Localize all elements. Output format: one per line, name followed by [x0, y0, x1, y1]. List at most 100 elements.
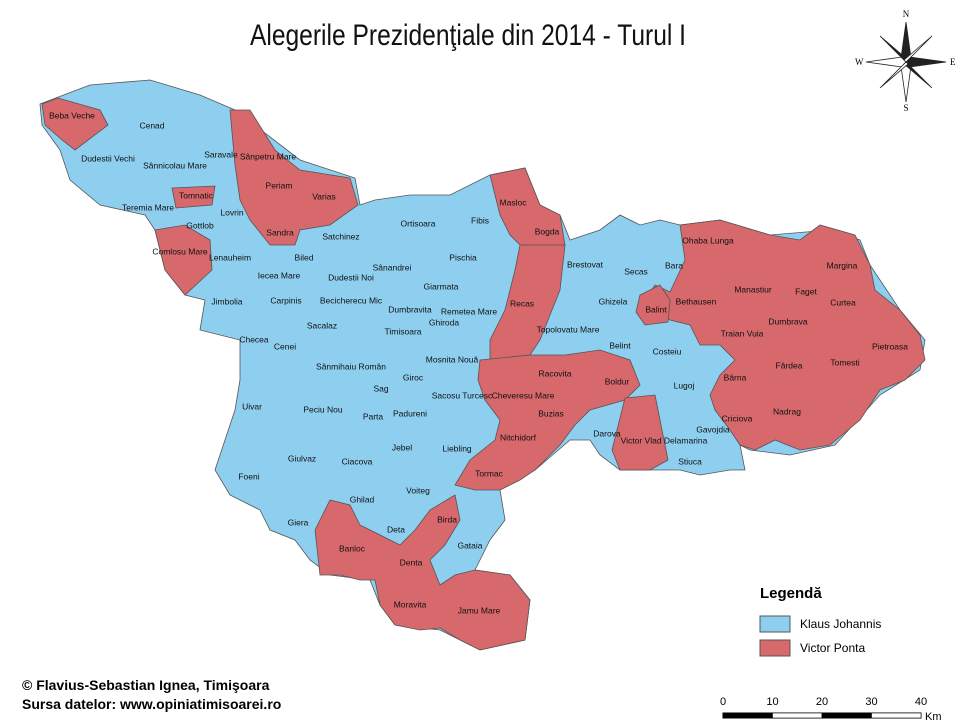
- locality-label: Liebling: [442, 443, 472, 453]
- locality-label: Gottlob: [186, 220, 214, 230]
- locality-label: Balint: [645, 304, 667, 314]
- locality-label: Lenauheim: [209, 252, 251, 262]
- locality-label: Lugoj: [674, 380, 695, 390]
- locality-label: Sacosu Turcesc: [432, 390, 493, 400]
- locality-label: Nitchidorf: [500, 432, 537, 442]
- locality-label: Faget: [795, 286, 817, 296]
- locality-label: Timisoara: [385, 326, 422, 336]
- locality-label: Periam: [266, 180, 293, 190]
- locality-label: Costeiu: [653, 346, 682, 356]
- locality-label: Bara: [665, 260, 683, 270]
- locality-label: Moravita: [394, 599, 427, 609]
- credit: © Flavius-Sebastian Ignea, Timişoara: [22, 677, 270, 693]
- locality-label: Topolovatu Mare: [537, 324, 600, 334]
- locality-label: Dumbrava: [768, 316, 807, 326]
- region: [454, 349, 641, 491]
- regions: [39, 79, 926, 651]
- locality-label: Tomesti: [830, 357, 859, 367]
- scale-segment: [871, 712, 922, 719]
- locality-label: Comlosu Mare: [152, 246, 208, 256]
- labels: Beba Veche Cenad Dudestii Vechi Sânnicolau …: [49, 110, 908, 615]
- compass-e: E: [950, 57, 956, 67]
- scale-segment: [722, 712, 773, 719]
- legend-swatch: [759, 615, 791, 633]
- locality-label: Recas: [510, 298, 534, 308]
- locality-label: Voiteg: [406, 485, 430, 495]
- locality-label: Carpinis: [270, 295, 301, 305]
- locality-label: Giroc: [403, 372, 424, 382]
- locality-label: Buzias: [538, 408, 564, 418]
- locality-label: Sânandrei: [373, 262, 412, 272]
- scale-tick-label: 40: [915, 696, 927, 708]
- scale-segment: [772, 712, 823, 719]
- locality-label: Teremia Mare: [122, 202, 174, 212]
- locality-label: Stiuca: [678, 456, 702, 466]
- locality-label: Varias: [312, 191, 335, 201]
- locality-label: Belint: [609, 340, 631, 350]
- locality-label: Dumbravita: [388, 304, 432, 314]
- locality-label: Secas: [624, 266, 648, 276]
- legend-label: Klaus Johannis: [800, 617, 881, 631]
- locality-label: Ortisoara: [401, 218, 436, 228]
- locality-label: Cheveresu Mare: [492, 390, 555, 400]
- legend-label: Victor Ponta: [800, 641, 865, 655]
- locality-label: Ghizela: [599, 296, 628, 306]
- region: [635, 284, 671, 326]
- locality-label: Criciova: [722, 413, 753, 423]
- compass-n: N: [903, 9, 910, 19]
- locality-label: Dudestii Vechi: [81, 153, 135, 163]
- scale-tick-label: 30: [865, 696, 877, 708]
- locality-label: Gataia: [457, 540, 482, 550]
- locality-label: Iecea Mare: [258, 270, 301, 280]
- compass: [865, 21, 947, 103]
- scale-bar: 0 10 20 30 40 Km: [720, 696, 942, 723]
- locality-label: Masloc: [500, 197, 528, 207]
- locality-label: Padureni: [393, 408, 427, 418]
- locality-label: Margina: [827, 260, 858, 270]
- scale-tick-label: 10: [766, 696, 778, 708]
- region: [314, 494, 531, 651]
- locality-label: Cenad: [139, 120, 164, 130]
- locality-label: Nadrag: [773, 406, 801, 416]
- locality-label: Traian Vuia: [721, 328, 764, 338]
- locality-label: Boldur: [605, 376, 630, 386]
- locality-label: Becicherecu Mic: [320, 295, 383, 305]
- locality-label: Foeni: [238, 471, 259, 481]
- locality-label: Bogda: [535, 226, 560, 236]
- scale-tick-label: 0: [720, 696, 726, 708]
- locality-label: Denta: [400, 557, 423, 567]
- locality-label: Gavojdia: [696, 424, 730, 434]
- locality-label: Lovrin: [220, 207, 243, 217]
- compass-w: W: [855, 57, 864, 67]
- locality-label: Sânnicolau Mare: [143, 160, 207, 170]
- locality-label: Sânmihaiu Român: [316, 361, 386, 371]
- locality-label: Tormac: [475, 468, 504, 478]
- map-title: Alegerile Prezidenţiale din 2014 - Turul…: [250, 18, 686, 52]
- locality-label: Deta: [387, 524, 405, 534]
- locality-label: Jimbolia: [211, 296, 242, 306]
- legend-title: Legendă: [760, 585, 822, 602]
- locality-label: Bethausen: [676, 296, 717, 306]
- locality-label: Biled: [295, 252, 314, 262]
- locality-label: Peciu Nou: [303, 404, 342, 414]
- locality-label: Ohaba Lunga: [682, 235, 734, 245]
- locality-label: Sacalaz: [307, 320, 337, 330]
- compass-s: S: [903, 103, 908, 113]
- locality-label: Victor Vlad Delamarina: [621, 435, 708, 445]
- region: [41, 97, 109, 151]
- locality-label: Dudestii Noi: [328, 272, 374, 282]
- locality-label: Beba Veche: [49, 110, 95, 120]
- region: [611, 394, 669, 471]
- locality-label: Parta: [363, 411, 384, 421]
- locality-label: Bârna: [724, 372, 747, 382]
- scale-unit: Km: [925, 711, 942, 723]
- locality-label: Giera: [288, 517, 309, 527]
- locality-label: Uivar: [242, 401, 262, 411]
- locality-label: Tomnatic: [179, 190, 214, 200]
- locality-label: Banloc: [339, 543, 366, 553]
- locality-label: Cenei: [274, 341, 296, 351]
- locality-label: Giulvaz: [288, 453, 316, 463]
- locality-label: Sandra: [266, 227, 294, 237]
